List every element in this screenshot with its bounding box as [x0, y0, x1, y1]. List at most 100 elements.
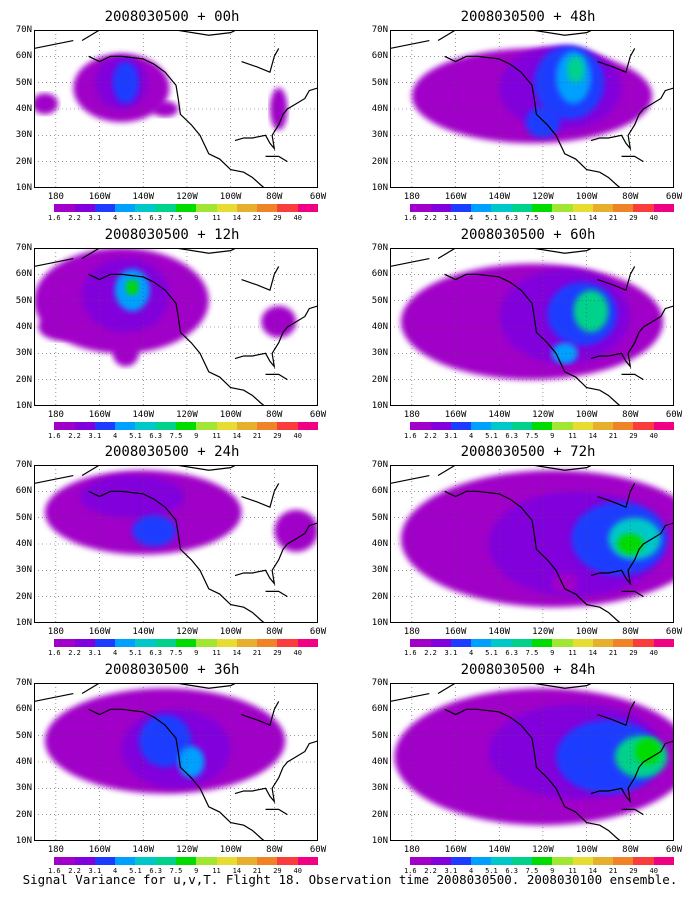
- map-frame: [390, 248, 674, 406]
- color-scale-bin: [277, 857, 298, 865]
- color-scale-label: 14: [588, 432, 598, 440]
- color-scale: [34, 204, 318, 212]
- color-scale-label: 3.1: [444, 649, 458, 657]
- variance-map: [390, 30, 674, 188]
- color-scale-label: 4: [113, 649, 118, 657]
- coastline: [241, 266, 280, 291]
- color-scale-bin: [175, 422, 197, 430]
- coastline: [621, 590, 644, 598]
- panel-title: 2008030500 + 84h: [460, 662, 596, 678]
- color-scale-bin: [491, 857, 512, 865]
- lat-tick-label: 40N: [371, 757, 388, 767]
- coastline: [265, 373, 288, 381]
- coastline: [390, 474, 430, 485]
- color-scale-bin: [471, 857, 492, 865]
- color-scale-bin: [390, 422, 411, 430]
- color-scale-label: 14: [588, 214, 598, 222]
- color-scale-bin: [653, 422, 674, 430]
- coastline: [621, 808, 644, 816]
- color-scale-bin: [74, 639, 95, 647]
- lat-tick-label: 60N: [371, 704, 388, 715]
- color-scale-bin: [277, 639, 298, 647]
- color-scale-bin: [216, 639, 237, 647]
- coastline: [597, 266, 636, 291]
- variance-region: [112, 61, 139, 104]
- color-scale-label: 6.3: [505, 867, 519, 875]
- lon-tick-label: 180: [403, 627, 420, 637]
- color-scale-bin: [491, 204, 512, 212]
- variance-region: [566, 56, 585, 83]
- color-scale-label: 21: [608, 867, 618, 875]
- lon-tick-label: 160W: [444, 845, 467, 855]
- color-scale-label: 21: [608, 649, 618, 657]
- lon-tick-label: 120W: [532, 192, 554, 202]
- color-scale-label: 2.2: [68, 867, 81, 875]
- color-scale-label: 2.2: [424, 649, 437, 657]
- color-scale-bin: [34, 204, 55, 212]
- color-scale-label: 2.2: [424, 214, 437, 222]
- lat-tick-label: 30N: [371, 130, 388, 141]
- map-frame: [34, 683, 318, 841]
- map-frame: [390, 465, 674, 623]
- lon-tick-label: 60W: [665, 627, 683, 637]
- color-scale-label: 7.5: [525, 867, 539, 875]
- color-scale: [34, 857, 318, 865]
- color-scale-label: 2.2: [424, 867, 437, 875]
- color-scale-bin: [297, 204, 318, 212]
- color-scale: [390, 639, 674, 647]
- lat-tick-label: 60N: [15, 704, 32, 715]
- coastline: [241, 483, 280, 508]
- color-scale-label: 3.1: [88, 867, 102, 875]
- lat-tick-label: 60N: [371, 486, 388, 497]
- color-scale-bin: [135, 422, 156, 430]
- color-scale-label: 9: [194, 867, 199, 875]
- color-scale-label: 29: [629, 649, 638, 657]
- color-scale-label: 21: [608, 432, 618, 440]
- lon-tick-label: 80W: [622, 627, 639, 637]
- color-scale-label: 29: [629, 867, 638, 875]
- color-scale-label: 5.1: [485, 432, 498, 440]
- coastline: [265, 155, 288, 163]
- color-scale-bin: [613, 639, 634, 647]
- lon-tick-label: 80W: [622, 845, 639, 855]
- color-scale-bin: [633, 422, 654, 430]
- coastline: [34, 39, 74, 50]
- color-scale-label: 11: [568, 432, 577, 440]
- lat-tick-label: 60N: [15, 486, 32, 497]
- color-scale-label: 3.1: [444, 867, 458, 875]
- lon-tick-label: 80W: [266, 627, 283, 637]
- color-scale-label: 4: [469, 867, 474, 875]
- color-scale-bin: [216, 857, 237, 865]
- color-scale-bin: [633, 204, 654, 212]
- coastline: [81, 683, 238, 695]
- panel-title: 2008030500 + 24h: [104, 444, 240, 460]
- color-scale-bin: [531, 204, 553, 212]
- color-scale-label: 11: [568, 867, 577, 875]
- lon-tick-label: 160W: [88, 845, 111, 855]
- color-scale-label: 9: [550, 867, 555, 875]
- variance-region: [79, 475, 185, 518]
- coastline: [590, 305, 674, 369]
- lat-tick-label: 30N: [15, 130, 32, 141]
- color-scale-bin: [572, 857, 593, 865]
- lon-tick-label: 120W: [176, 845, 198, 855]
- lat-tick-label: 50N: [15, 512, 32, 523]
- color-scale-label: 29: [629, 432, 638, 440]
- color-scale-bin: [94, 422, 116, 430]
- lat-tick-label: 20N: [371, 156, 388, 167]
- color-scale-bin: [531, 422, 553, 430]
- coastline: [241, 701, 280, 726]
- lon-tick-label: 80W: [266, 192, 283, 202]
- coastline: [444, 55, 622, 188]
- color-scale-label: 7.5: [169, 214, 183, 222]
- variance-region: [178, 746, 205, 778]
- lat-tick-label: 50N: [15, 77, 32, 88]
- coastline: [597, 483, 636, 508]
- lon-tick-label: 60W: [309, 627, 327, 637]
- lon-tick-label: 60W: [665, 410, 683, 420]
- lat-tick-label: 70N: [371, 25, 388, 35]
- lon-tick-label: 80W: [266, 845, 283, 855]
- color-scale-bin: [34, 639, 55, 647]
- color-scale-label: 40: [649, 649, 658, 657]
- coastline: [34, 692, 74, 703]
